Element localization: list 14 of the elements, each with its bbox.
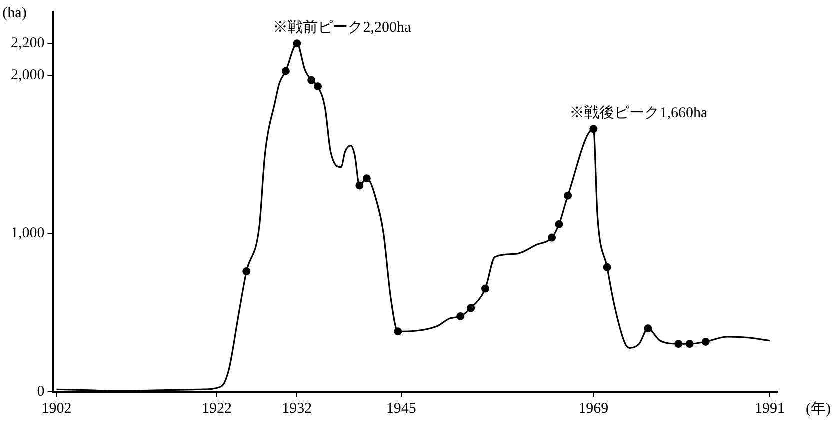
x-tick-label: 1922 [202,400,232,417]
y-tick-label: 2,000 [11,67,45,84]
x-tick-label: 1932 [282,400,312,417]
x-tick-label: 1902 [42,400,72,417]
x-tick-label: 1969 [578,400,609,417]
annotation: ※戦前ピーク2,200ha [273,19,412,36]
x-axis-title: (年) [806,400,831,418]
annotation: ※戦後ピーク1,660ha [570,104,708,122]
x-tick-label: 1945 [386,400,416,417]
y-tick-label: 0 [37,384,45,400]
y-axis-title: (ha) [2,5,27,22]
y-tick-label: 1,000 [11,226,45,242]
x-tick-label: 1991 [754,400,785,417]
y-tick-label: 2,200 [11,36,45,52]
